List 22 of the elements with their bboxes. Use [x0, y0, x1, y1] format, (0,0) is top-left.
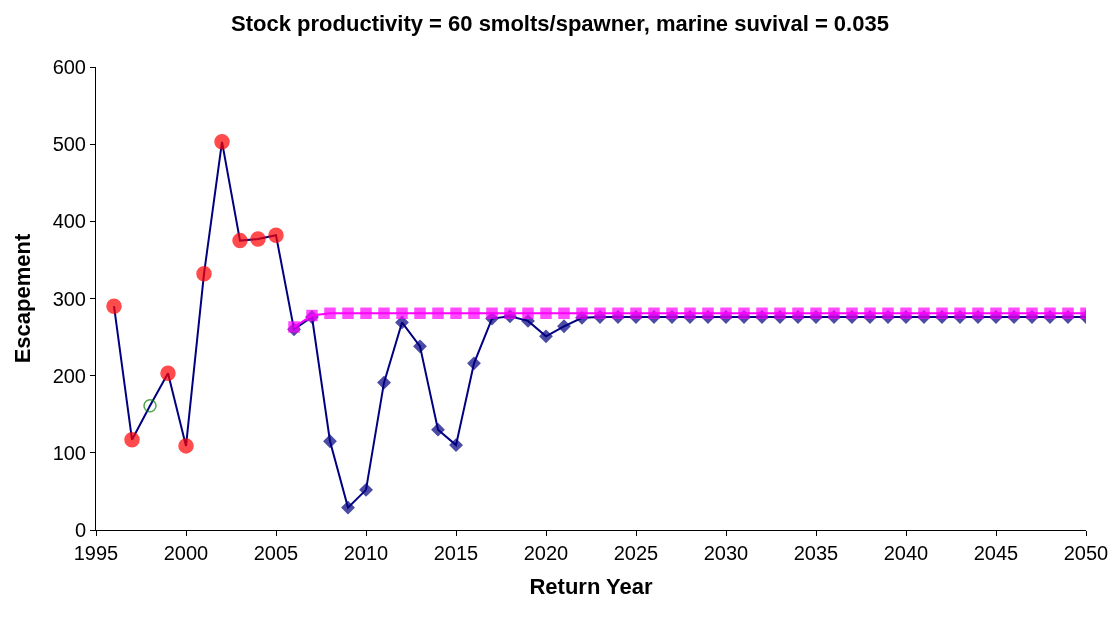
y-tick-label: 0	[74, 519, 86, 541]
x-tick-label: 2050	[1063, 542, 1109, 564]
y-tick-label: 500	[52, 133, 86, 156]
x-tick-label: 2010	[343, 542, 389, 564]
y-axis-title: Escapement	[10, 233, 36, 364]
y-tick-label: 100	[52, 441, 86, 464]
x-tick-label: 1995	[73, 542, 119, 564]
x-tick-label: 2040	[883, 542, 929, 564]
y-tick-label: 200	[52, 364, 86, 387]
x-tick-label: 2005	[253, 542, 299, 564]
x-tick-label: 2015	[433, 542, 479, 564]
y-tick-label: 400	[52, 210, 86, 233]
y-tick-label: 300	[52, 287, 86, 310]
x-tick-label: 2020	[523, 542, 569, 564]
y-tick-label: 600	[52, 56, 86, 78]
x-axis-title: Return Year	[529, 573, 653, 599]
x-tick-label: 2000	[163, 542, 209, 564]
x-tick-label: 2045	[973, 542, 1019, 564]
x-tick-label: 2025	[613, 542, 659, 564]
x-tick-label: 2030	[703, 542, 749, 564]
chart-title: Stock productivity = 60 smolts/spawner, marine suvival = 0.035	[231, 11, 889, 37]
x-tick-label: 2035	[793, 542, 839, 564]
